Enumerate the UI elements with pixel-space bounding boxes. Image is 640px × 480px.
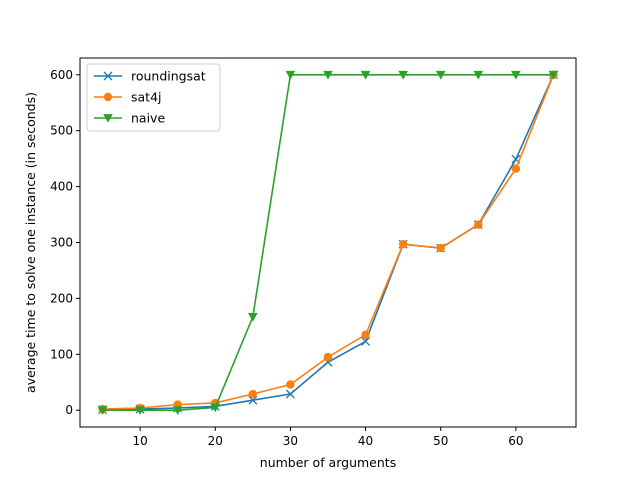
data-point [323,352,333,362]
y-tick-label: 100 [50,347,73,361]
data-point [248,389,258,399]
legend-item: sat4j [94,90,162,105]
data-point [398,239,408,249]
data-point [210,403,221,413]
y-tick-label: 400 [50,180,73,194]
x-tick-label: 50 [433,434,448,448]
data-point [548,70,559,80]
legend-box [86,63,221,132]
x-axis-label: number of arguments [260,455,396,470]
legend-marker [103,92,113,102]
data-point [436,243,445,253]
data-point [248,313,258,322]
data-point [435,70,446,80]
y-tick-label: 600 [50,68,73,82]
y-tick-label: 200 [50,291,73,305]
y-tick-label: 0 [65,403,73,417]
data-point [473,70,484,80]
data-point [361,336,371,346]
data-point [285,389,295,399]
series-layer [97,70,559,416]
y-axis-ticks: 0 100 200 300 400 500 600 [50,68,80,417]
legend-label: sat4j [131,90,162,105]
x-tick-label: 30 [283,434,298,448]
series-naive [97,70,559,416]
x-tick-label: 40 [358,434,373,448]
legend-item: naive [94,111,165,126]
data-point [248,395,258,405]
data-point [286,380,295,389]
data-point [511,164,521,173]
legend-label: roundingsat [131,69,206,84]
data-point [360,70,371,80]
x-axis-ticks: 10 20 30 40 50 60 [132,427,524,448]
data-point [323,70,333,80]
data-point [172,406,183,416]
legend: roundingsat sat4j naive [86,63,221,132]
data-point [285,70,296,80]
x-tick-label: 20 [208,434,223,448]
x-tick-label: 60 [508,434,523,448]
data-point [97,406,108,416]
legend-marker [103,114,113,123]
data-point [474,220,483,229]
legend-marker [103,71,113,81]
y-axis-label: average time to solve one instance (in s… [23,92,38,393]
data-point [135,406,145,416]
data-point [511,70,521,80]
x-tick-label: 10 [132,434,147,448]
y-tick-label: 300 [50,236,73,250]
legend-item: roundingsat [94,69,206,84]
data-point [361,330,370,339]
y-tick-label: 500 [50,124,73,138]
legend-label: naive [131,111,165,126]
data-point [398,70,408,80]
